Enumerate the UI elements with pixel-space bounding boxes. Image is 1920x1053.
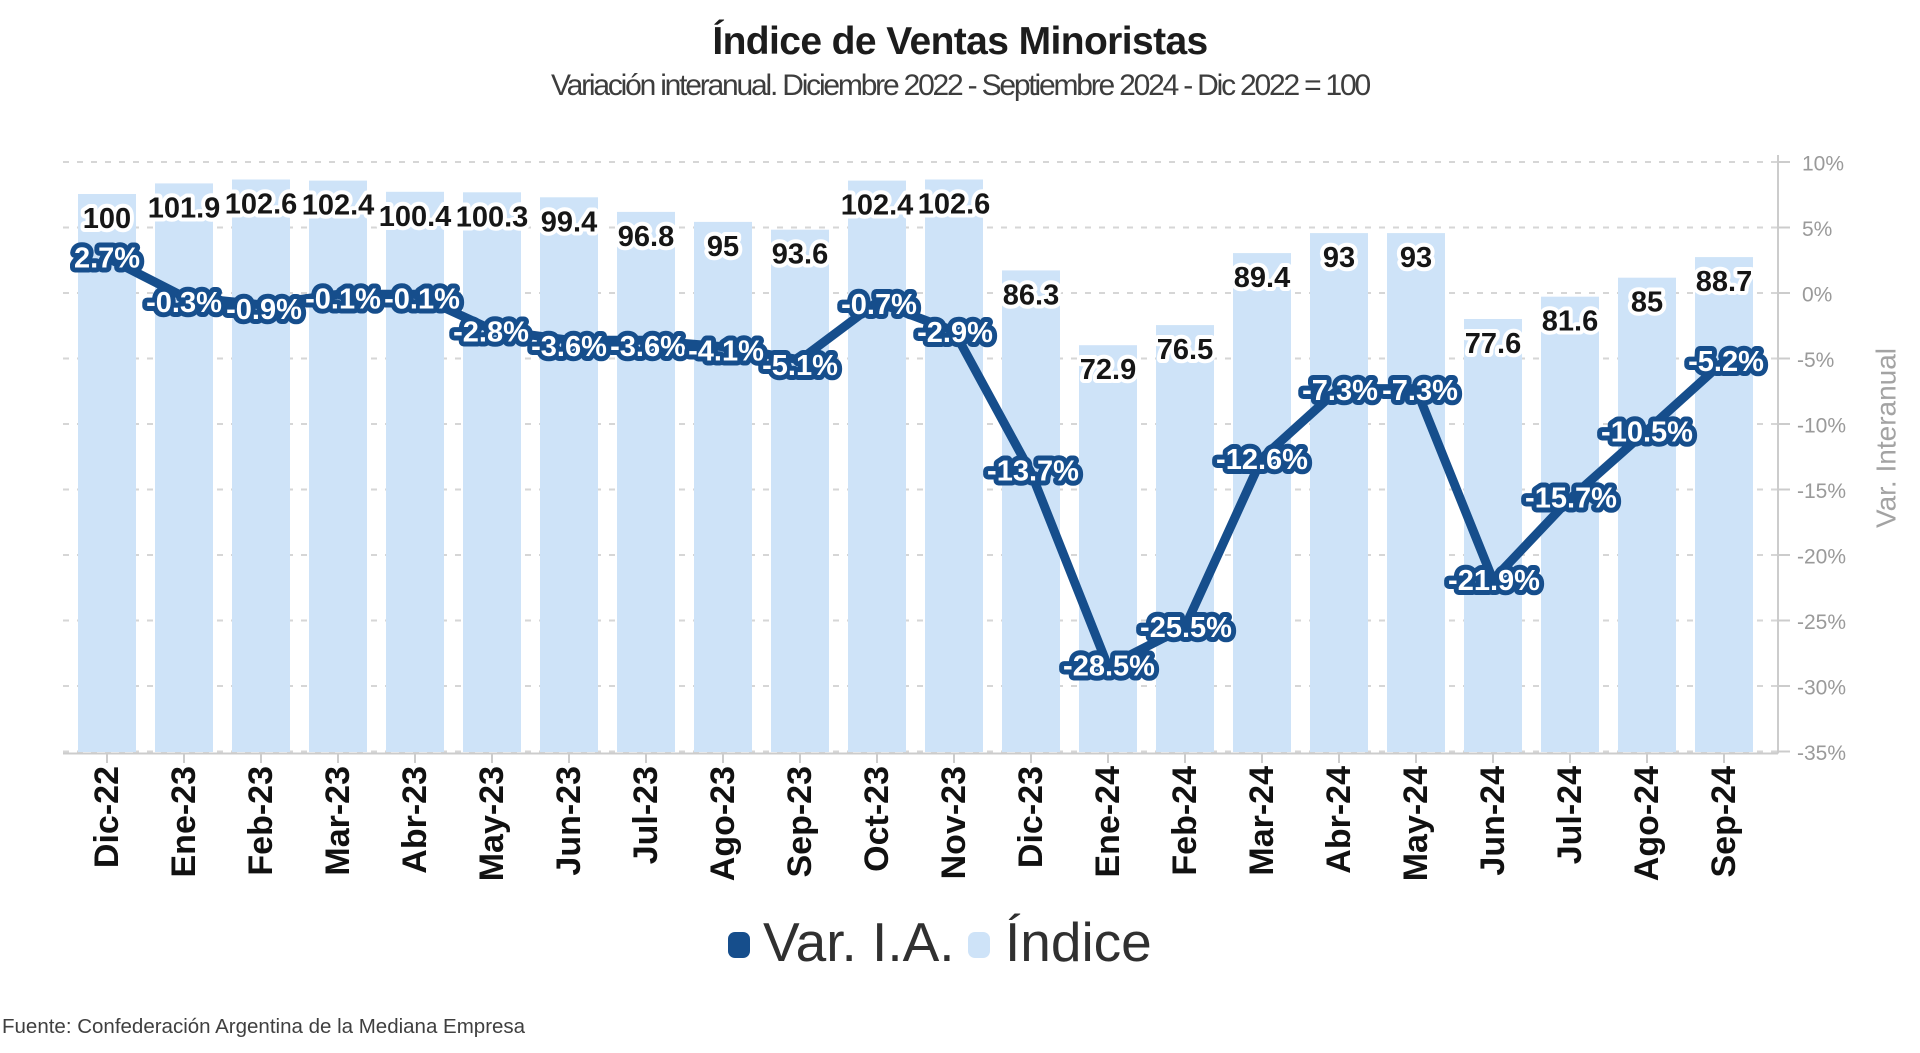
svg-text:May-24: May-24 (1397, 766, 1435, 881)
svg-text:Ago-24: Ago-24 (1628, 766, 1666, 881)
svg-text:Oct-23: Oct-23 (858, 766, 896, 872)
svg-text:-15.7%: -15.7% (1525, 483, 1617, 515)
svg-text:Nov-23: Nov-23 (935, 766, 973, 879)
svg-text:Jun-23: Jun-23 (550, 766, 588, 876)
svg-text:Abr-23: Abr-23 (396, 766, 434, 874)
svg-text:Dic-23: Dic-23 (1012, 766, 1050, 868)
svg-text:-20%: -20% (1797, 546, 1846, 569)
svg-text:-21.9%: -21.9% (1448, 565, 1540, 597)
svg-text:77.6: 77.6 (1465, 328, 1521, 360)
svg-text:May-23: May-23 (473, 766, 511, 881)
svg-text:Mar-23: Mar-23 (319, 766, 357, 876)
svg-text:10%: 10% (1802, 153, 1844, 176)
svg-text:72.9: 72.9 (1080, 354, 1136, 386)
svg-text:-10.5%: -10.5% (1601, 417, 1693, 449)
svg-text:-3.6%: -3.6% (610, 331, 686, 363)
svg-text:-15%: -15% (1797, 480, 1846, 503)
svg-text:-25%: -25% (1797, 611, 1846, 634)
svg-text:95: 95 (707, 231, 739, 263)
svg-text:100.3: 100.3 (456, 201, 529, 233)
svg-text:100.4: 100.4 (379, 201, 452, 233)
svg-text:-0.9%: -0.9% (226, 294, 302, 326)
svg-text:-35%: -35% (1797, 742, 1846, 765)
svg-text:-10%: -10% (1797, 415, 1846, 438)
svg-text:-2.9%: -2.9% (917, 317, 993, 349)
svg-text:76.5: 76.5 (1157, 334, 1213, 366)
svg-text:-4.1%: -4.1% (688, 336, 764, 368)
svg-text:93: 93 (1400, 242, 1432, 274)
svg-text:Sep-24: Sep-24 (1705, 766, 1743, 878)
svg-text:5%: 5% (1802, 218, 1832, 241)
svg-text:102.4: 102.4 (841, 190, 914, 222)
svg-text:100: 100 (83, 203, 131, 235)
svg-text:-0.3%: -0.3% (146, 287, 222, 319)
svg-text:-0.7%: -0.7% (841, 289, 917, 321)
svg-text:Índice de Ventas Minoristas: Índice de Ventas Minoristas (712, 19, 1207, 63)
svg-text:-5.1%: -5.1% (762, 350, 838, 382)
svg-text:102.6: 102.6 (225, 189, 298, 221)
svg-text:-13.7%: -13.7% (987, 456, 1079, 488)
svg-text:Mar-24: Mar-24 (1243, 766, 1281, 876)
svg-text:Fuente: Confederación Argentin: Fuente: Confederación Argentina de la Me… (2, 1015, 526, 1038)
svg-text:102.4: 102.4 (302, 190, 375, 222)
svg-text:Dic-22: Dic-22 (88, 766, 126, 868)
svg-text:-25.5%: -25.5% (1140, 612, 1232, 644)
svg-text:-28.5%: -28.5% (1063, 650, 1155, 682)
svg-text:93: 93 (1323, 242, 1355, 274)
svg-text:-5%: -5% (1797, 349, 1834, 372)
svg-text:88.7: 88.7 (1696, 266, 1752, 298)
svg-text:81.6: 81.6 (1542, 306, 1598, 338)
svg-text:85: 85 (1631, 287, 1663, 319)
svg-text:Sep-23: Sep-23 (781, 766, 819, 878)
svg-text:93.6: 93.6 (772, 239, 828, 271)
svg-text:-0.1%: -0.1% (305, 283, 381, 315)
svg-text:Ene-23: Ene-23 (165, 766, 203, 878)
svg-text:Abr-24: Abr-24 (1320, 766, 1358, 874)
svg-text:-0.1%: -0.1% (384, 283, 460, 315)
svg-text:-30%: -30% (1797, 677, 1846, 700)
svg-text:-7.3%: -7.3% (1302, 375, 1378, 407)
svg-text:Jun-24: Jun-24 (1474, 766, 1512, 876)
svg-text:Feb-23: Feb-23 (242, 766, 280, 876)
svg-text:Jul-23: Jul-23 (627, 766, 665, 864)
svg-text:-2.8%: -2.8% (453, 317, 529, 349)
svg-text:Feb-24: Feb-24 (1166, 766, 1204, 876)
svg-text:86.3: 86.3 (1003, 279, 1059, 311)
svg-text:-3.6%: -3.6% (531, 331, 607, 363)
svg-text:-5.2%: -5.2% (1688, 346, 1764, 378)
svg-text:96.8: 96.8 (618, 221, 674, 253)
svg-text:Índice: Índice (1005, 911, 1152, 973)
svg-text:-7.3%: -7.3% (1382, 375, 1458, 407)
svg-text:Ene-24: Ene-24 (1089, 766, 1127, 878)
svg-text:Variación interanual. Diciembr: Variación interanual. Diciembre 2022 - S… (551, 69, 1370, 102)
svg-text:Var. I.A.: Var. I.A. (763, 911, 955, 973)
svg-text:102.6: 102.6 (918, 189, 991, 221)
svg-text:Jul-24: Jul-24 (1551, 766, 1589, 864)
svg-text:2.7%: 2.7% (74, 243, 140, 275)
svg-text:Ago-23: Ago-23 (704, 766, 742, 881)
svg-text:Var. Interanual: Var. Interanual (1871, 348, 1902, 528)
svg-text:0%: 0% (1802, 284, 1832, 307)
svg-text:101.9: 101.9 (148, 192, 221, 224)
svg-text:99.4: 99.4 (541, 206, 597, 238)
svg-text:-12.6%: -12.6% (1216, 444, 1308, 476)
svg-text:89.4: 89.4 (1234, 262, 1290, 294)
